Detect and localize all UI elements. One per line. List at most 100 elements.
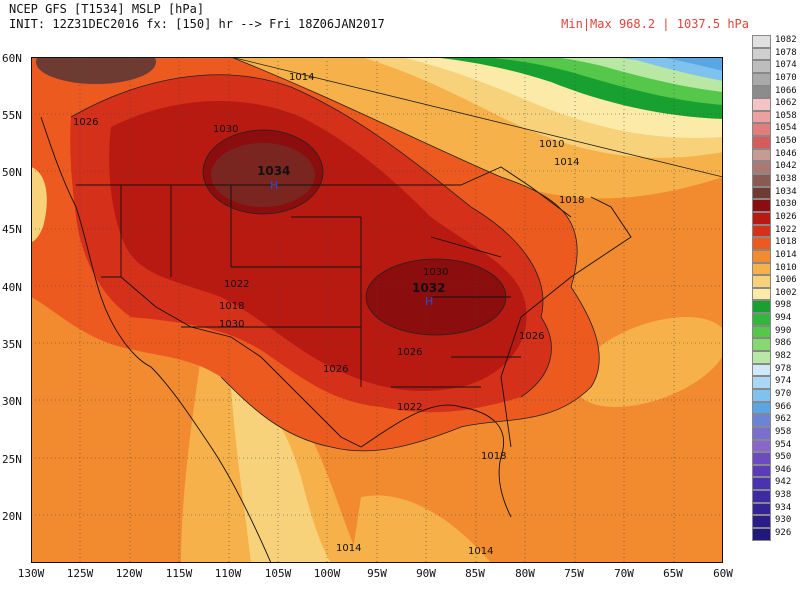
legend-swatch: 1010: [752, 262, 797, 276]
legend-swatch: 1078: [752, 47, 797, 61]
legend-label: 1002: [775, 287, 797, 298]
legend-label: 986: [775, 338, 792, 349]
legend-label: 994: [775, 313, 792, 324]
map-title: NCEP GFS [T1534] MSLP [hPa]: [9, 2, 205, 16]
legend-label: 1018: [775, 237, 797, 248]
isobar-label: 1018: [559, 195, 584, 206]
legend-swatch: 966: [752, 401, 791, 415]
legend-swatch: 942: [752, 477, 791, 491]
lon-label-115w: 115W: [165, 567, 193, 580]
fill-1034-west: [211, 143, 315, 207]
legend-label: 1062: [775, 98, 797, 109]
legend-label: 1022: [775, 224, 797, 235]
lon-label-125w: 125W: [66, 567, 94, 580]
fill-1006-baja: [231, 387, 331, 563]
isobar-label: 1022: [397, 402, 422, 413]
legend-swatch: 986: [752, 338, 791, 352]
legend-swatch: 994: [752, 313, 791, 326]
lon-label-90w: 90W: [416, 567, 436, 580]
legend-swatch: 946: [752, 464, 791, 478]
lon-label-85w: 85W: [465, 567, 485, 580]
legend-swatch: 1030: [752, 199, 797, 212]
legend-label: 950: [775, 452, 792, 463]
legend-label: 1058: [775, 110, 797, 121]
legend-label: 954: [775, 439, 792, 450]
high-center-east: 1032 H: [412, 281, 445, 308]
legend-swatch: 938: [752, 490, 791, 503]
isobar-label: 1014: [468, 546, 493, 557]
legend-swatch: 930: [752, 515, 791, 528]
legend-label: 930: [775, 515, 792, 526]
high-value: 1034: [257, 164, 290, 178]
lon-label-110w: 110W: [214, 567, 242, 580]
isobar-label: 1018: [219, 301, 244, 312]
lon-label-70w: 70W: [614, 567, 634, 580]
lon-label-80w: 80W: [515, 567, 535, 580]
legend-swatch: 1014: [752, 249, 797, 263]
legend-label: 1074: [775, 60, 797, 71]
isobar-label: 1026: [323, 364, 348, 375]
lon-label-60w: 60W: [713, 567, 733, 580]
init-forecast-time: INIT: 12Z31DEC2016 fx: [150] hr --> Fri …: [9, 17, 385, 31]
legend-swatch: 1018: [752, 237, 797, 250]
pressure-map-canvas: 1014 1026 1030 1010 1014 1018 1030 1026 …: [31, 57, 723, 563]
legend-label: 1034: [775, 186, 797, 197]
legend-swatch: 970: [752, 388, 791, 402]
legend-label: 1042: [775, 161, 797, 172]
lat-label-20n: 20N: [2, 510, 22, 523]
pressure-color-legend: 1082 1078 1074 1070 1066 1062 1058 1054 1050 1046…: [752, 35, 797, 541]
legend-label: 1014: [775, 249, 797, 260]
high-marker-h: H: [425, 295, 433, 308]
high-marker-h: H: [270, 179, 278, 192]
lon-label-120w: 120W: [115, 567, 143, 580]
lat-label-25n: 25N: [2, 453, 22, 466]
legend-swatch: 1050: [752, 136, 797, 149]
legend-label: 1054: [775, 123, 797, 134]
legend-swatch: 1062: [752, 98, 797, 111]
fill-1010-atlantic: [574, 317, 723, 407]
isobar-label: 1026: [397, 347, 422, 358]
legend-label: 1010: [775, 262, 797, 273]
legend-label: 970: [775, 388, 792, 399]
legend-label: 1006: [775, 275, 797, 286]
legend-label: 946: [775, 464, 792, 475]
fill-1006-pacific-pocket: [31, 167, 47, 242]
legend-label: 934: [775, 502, 792, 513]
min-max-readout: Min|Max 968.2 | 1037.5 hPa: [561, 17, 749, 31]
isobars: [70, 57, 723, 452]
lon-label-65w: 65W: [663, 567, 683, 580]
legend-swatch: 978: [752, 363, 791, 377]
legend-label: 1066: [775, 85, 797, 96]
lon-label-95w: 95W: [367, 567, 387, 580]
legend-label: 1078: [775, 47, 797, 58]
legend-swatch: 1006: [752, 275, 797, 288]
legend-label: 942: [775, 477, 792, 488]
legend-swatch: 958: [752, 426, 791, 440]
legend-swatch: 974: [752, 376, 791, 389]
legend-label: 1038: [775, 174, 797, 185]
fill-966-low: [661, 57, 723, 71]
legend-swatch: 998: [752, 300, 791, 314]
legend-swatch: 982: [752, 351, 791, 364]
isobar-label: 1010: [539, 139, 564, 150]
lat-label-40n: 40N: [2, 281, 22, 294]
legend-label: 1082: [775, 35, 797, 45]
lat-label-55n: 55N: [2, 109, 22, 122]
legend-swatch: 1074: [752, 60, 797, 73]
legend-swatch: 990: [752, 325, 791, 339]
legend-swatch: 954: [752, 439, 791, 453]
isobar-label: 1014: [289, 72, 314, 83]
legend-label: 1070: [775, 72, 797, 83]
lat-label-35n: 35N: [2, 338, 22, 351]
isobar-label: 1022: [224, 279, 249, 290]
political-boundaries: [31, 57, 723, 563]
map-border: [31, 57, 723, 563]
legend-label: 966: [775, 401, 792, 412]
graticule: [31, 57, 723, 563]
legend-label: 1026: [775, 211, 797, 222]
legend-label: 978: [775, 363, 792, 374]
legend-label: 982: [775, 351, 792, 362]
legend-label: 958: [775, 426, 792, 437]
isobar-label: 1014: [336, 543, 361, 554]
legend-swatch: 934: [752, 502, 791, 516]
